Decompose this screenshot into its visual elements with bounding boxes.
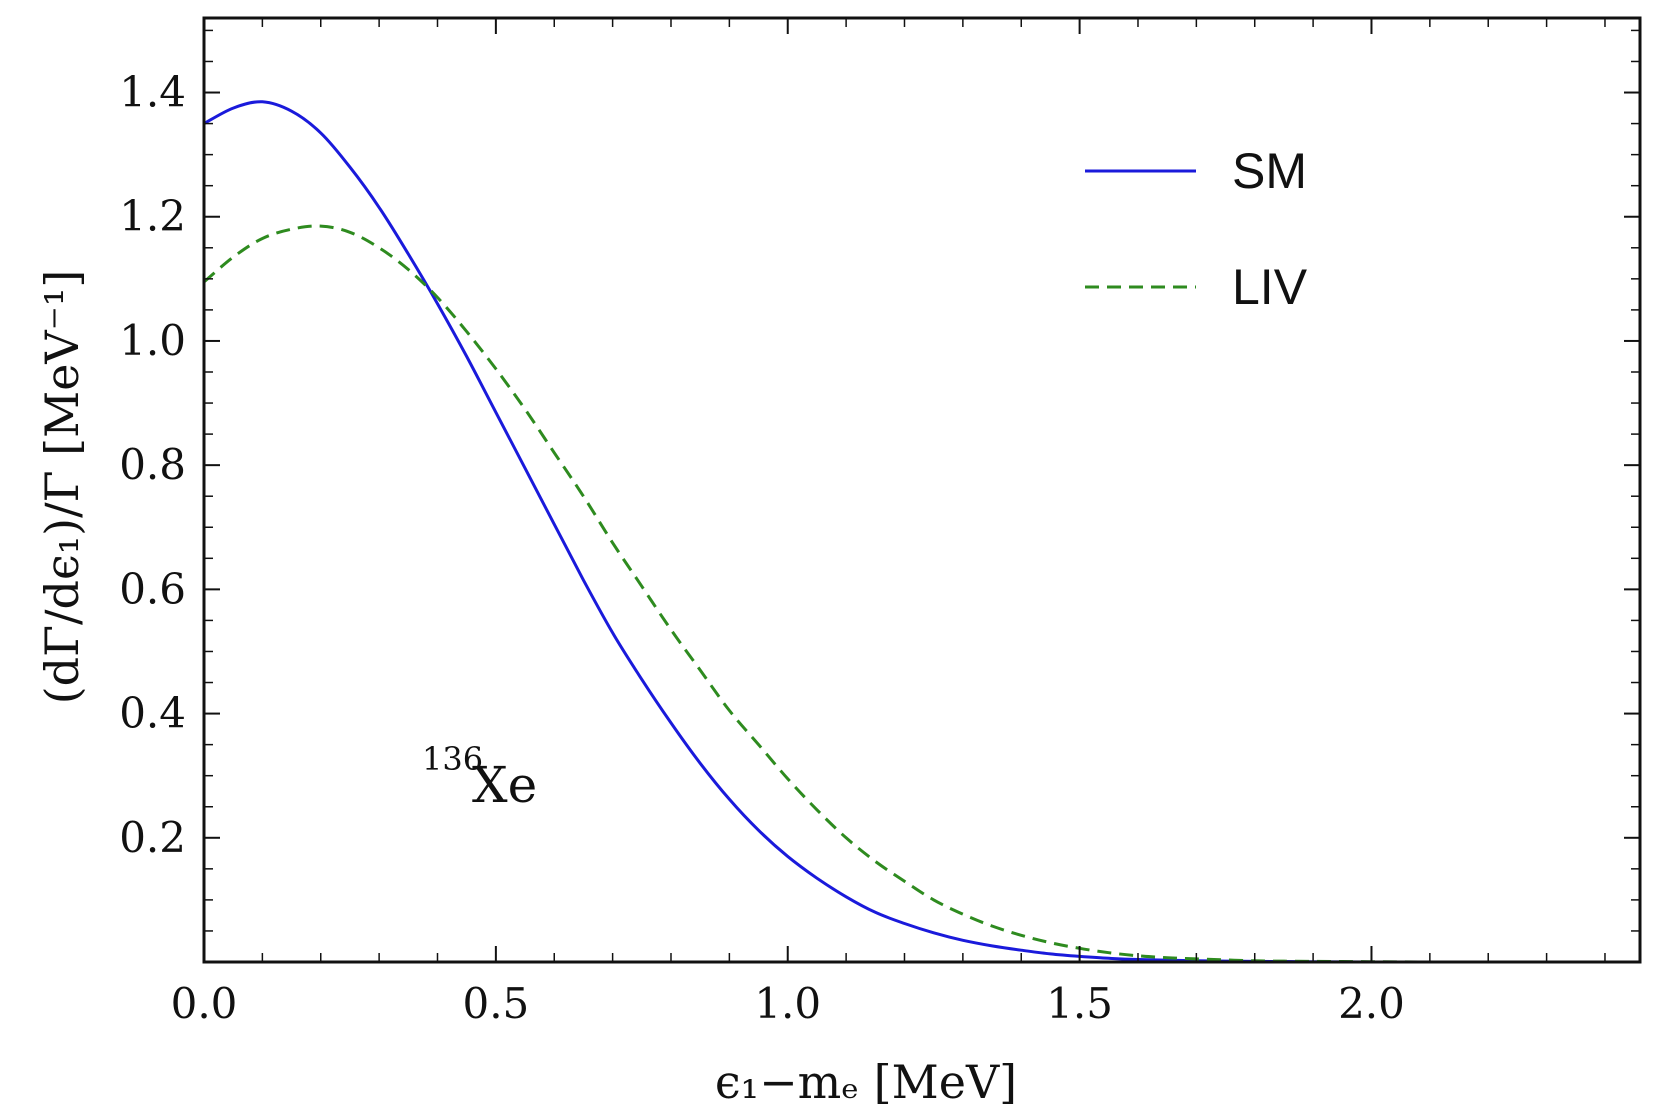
x-tick-label: 1.5: [1046, 979, 1113, 1028]
y-tick-label: 0.4: [119, 689, 186, 738]
x-tick-label: 1.0: [754, 979, 821, 1028]
y-tick-label: 0.2: [119, 813, 186, 862]
isotope-symbol: Xe: [472, 756, 537, 814]
x-axis-label: ϵ₁−mₑ [MeV]: [715, 1055, 1017, 1109]
y-axis-label: (dΓ/dϵ₁)/Γ [MeV⁻¹]: [35, 270, 89, 705]
legend: SM LIV: [1085, 143, 1308, 315]
y-tick-label: 0.6: [119, 564, 186, 613]
isotope-annotation: 136 Xe: [422, 740, 537, 814]
x-tick-label: 2.0: [1338, 979, 1405, 1028]
legend-label-liv: LIV: [1232, 259, 1308, 315]
legend-label-sm: SM: [1232, 143, 1307, 199]
isotope-mass-number: 136: [422, 740, 483, 778]
x-tick-label: 0.5: [462, 979, 529, 1028]
x-tick-label: 0.0: [171, 979, 238, 1028]
y-tick-label: 0.8: [119, 440, 186, 489]
y-tick-label: 1.0: [119, 316, 186, 365]
y-tick-label: 1.2: [119, 192, 186, 241]
y-tick-label: 1.4: [119, 68, 186, 117]
plot-frame: [202, 16, 1642, 964]
series-line-liv: [203, 224, 1640, 964]
